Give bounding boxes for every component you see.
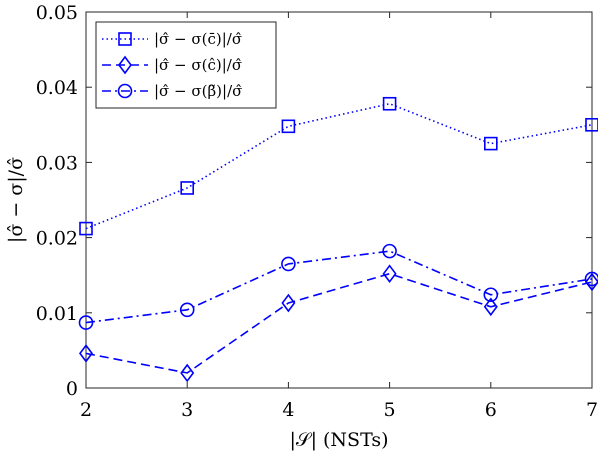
legend-label: |σ̂ − σ(β̃)|/σ̂ (154, 82, 242, 100)
y-axis-label: |σ̂ − σ|/σ̂ (5, 157, 27, 243)
legend-label: |σ̂ − σ(ĉ)|/σ̂ (154, 56, 242, 74)
x-tick-label: 2 (80, 399, 92, 421)
series-1 (79, 96, 598, 236)
diamond-marker (483, 297, 498, 317)
legend-entry: |σ̂ − σ(c̄)|/σ̂ (102, 30, 242, 48)
square-marker (281, 119, 296, 134)
circle-marker (584, 271, 598, 287)
circle-marker (382, 243, 397, 259)
x-axis-ticks: 2 3 4 5 6 7 (80, 12, 598, 421)
x-tick-label: 3 (181, 399, 193, 421)
x-axis-label: |𝒮| (NSTs) (289, 429, 388, 451)
series-2 (79, 264, 598, 383)
series-line (85, 102, 593, 230)
circle-marker (78, 315, 94, 330)
legend-entry: |σ̂ − σ(β̃)|/σ̂ (102, 82, 242, 100)
y-tick-label: 0.01 (36, 303, 78, 325)
legend-entry: |σ̂ − σ(ĉ)|/σ̂ (102, 55, 242, 75)
legend-label: |σ̂ − σ(c̄)|/σ̂ (154, 30, 242, 48)
series-3 (78, 243, 598, 330)
square-marker (382, 96, 397, 111)
square-marker (180, 181, 194, 195)
x-tick-label: 6 (485, 399, 497, 421)
legend-box (95, 21, 277, 109)
x-tick-label: 5 (384, 399, 396, 421)
square-marker (79, 221, 93, 236)
square-marker (585, 118, 598, 132)
diamond-marker (79, 344, 93, 363)
y-tick-label: 0.02 (36, 228, 78, 250)
y-tick-label: 0.03 (36, 152, 78, 174)
diamond-marker (281, 293, 296, 313)
y-axis-ticks: 0 0.01 0.02 0.03 0.04 0.05 (36, 2, 592, 400)
series-line (85, 250, 593, 324)
diamond-marker (180, 363, 195, 383)
diamond-marker (382, 264, 397, 284)
x-tick-label: 7 (586, 399, 598, 421)
diamond-marker (585, 272, 598, 292)
circle-marker (281, 256, 296, 272)
circle-marker (179, 302, 195, 318)
circle-marker (483, 287, 499, 303)
legend: |σ̂ − σ(c̄)|/σ̂ |σ̂ − σ(ĉ)|/σ̂ |σ̂ − σ(β̃)… (95, 21, 277, 109)
y-tick-label: 0.05 (36, 2, 78, 24)
series-layer (78, 96, 598, 383)
y-tick-label: 0.04 (36, 77, 78, 99)
x-tick-label: 4 (282, 399, 294, 421)
y-tick-label: 0 (66, 378, 78, 400)
square-marker (483, 136, 498, 151)
square-marker (118, 32, 132, 46)
circle-marker (117, 83, 133, 99)
diamond-marker (118, 55, 132, 75)
series-line (85, 272, 593, 374)
